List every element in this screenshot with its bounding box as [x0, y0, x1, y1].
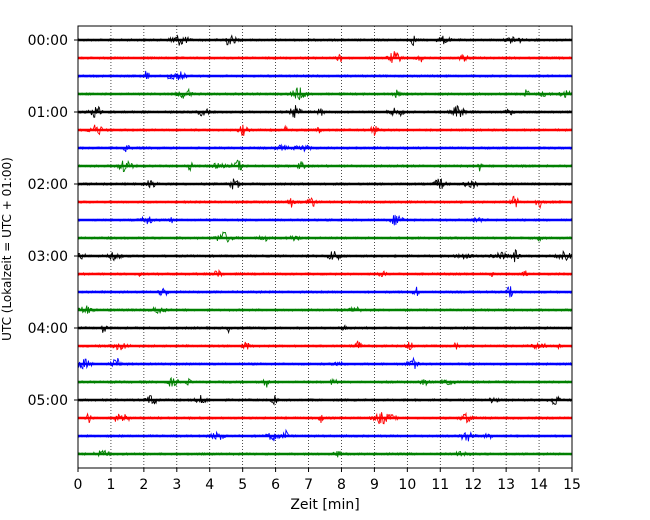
trace-01:30	[77, 143, 573, 153]
y-tick-label-02:00: 02:00	[28, 177, 68, 193]
x-tick-label-10: 10	[398, 477, 416, 493]
x-tick-label-0: 0	[74, 477, 83, 493]
trace-02:00	[77, 178, 573, 190]
trace-04:15	[77, 340, 573, 351]
y-tick-label-04:00: 04:00	[28, 321, 68, 337]
trace-02:15	[77, 195, 573, 210]
trace-04:00	[77, 324, 573, 335]
x-tick-label-12: 12	[464, 477, 482, 493]
y-tick-label-03:00: 03:00	[28, 249, 68, 265]
x-tick-label-3: 3	[172, 477, 181, 493]
trace-01:15	[77, 124, 573, 136]
x-tick-label-11: 11	[431, 477, 449, 493]
x-axis-label: Zeit [min]	[290, 497, 359, 513]
x-tick-label-5: 5	[238, 477, 247, 493]
trace-05:30	[77, 428, 573, 442]
trace-01:45	[77, 159, 573, 173]
plot-frame	[77, 25, 573, 469]
x-tick-label-4: 4	[205, 477, 214, 493]
y-axis-label: UTC (Lokalzeit = UTC + 01:00)	[0, 157, 14, 341]
trace-05:00	[77, 395, 573, 406]
trace-00:45	[77, 87, 573, 101]
x-tick-label-6: 6	[271, 477, 280, 493]
trace-04:30	[77, 356, 573, 370]
trace-01:00	[77, 104, 573, 118]
x-tick-label-13: 13	[497, 477, 515, 493]
trace-02:45	[77, 231, 573, 243]
trace-03:45	[77, 305, 573, 315]
x-tick-label-9: 9	[370, 477, 379, 493]
trace-05:45	[78, 449, 573, 458]
x-tick-label-8: 8	[337, 477, 346, 493]
y-tick-label-00:00: 00:00	[28, 33, 68, 49]
trace-03:00	[77, 248, 573, 263]
y-tick-label-05:00: 05:00	[28, 393, 68, 409]
trace-05:15	[77, 411, 573, 425]
x-axis-ticks: 0 1 2 3 4 5 6 7 8 9 10 11 12 13 14 15	[74, 468, 581, 493]
trace-00:00	[77, 34, 573, 47]
seismic-traces	[77, 34, 573, 458]
x-tick-label-14: 14	[530, 477, 548, 493]
x-tick-label-2: 2	[139, 477, 148, 493]
trace-03:15	[77, 268, 573, 278]
y-tick-label-01:00: 01:00	[28, 105, 68, 121]
x-tick-label-7: 7	[304, 477, 313, 493]
x-tick-label-15: 15	[563, 477, 581, 493]
trace-04:45	[77, 376, 573, 388]
trace-03:30	[77, 286, 573, 298]
y-axis-ticks: 00:00 01:00 02:00 03:00 04:00 05:00	[28, 33, 78, 409]
x-tick-label-1: 1	[106, 477, 115, 493]
trace-00:15	[77, 51, 573, 64]
trace-00:30	[77, 70, 573, 81]
trace-02:30	[77, 214, 573, 226]
